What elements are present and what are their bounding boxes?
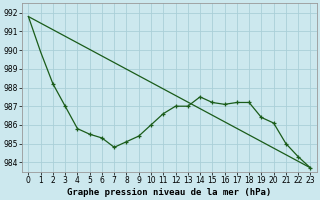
X-axis label: Graphe pression niveau de la mer (hPa): Graphe pression niveau de la mer (hPa) bbox=[67, 188, 272, 197]
